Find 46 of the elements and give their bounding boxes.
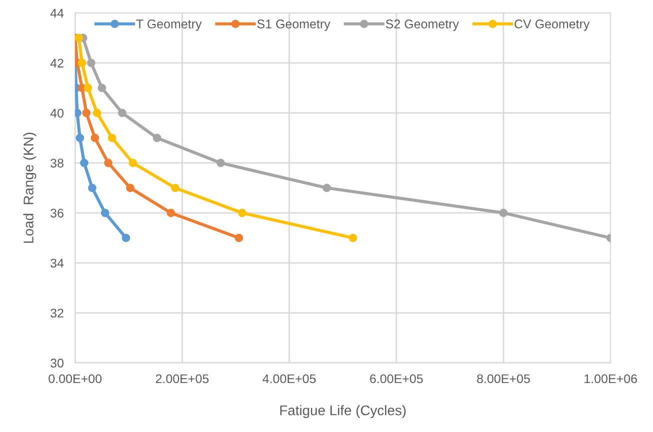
point <box>166 208 176 218</box>
point <box>499 208 508 218</box>
x-tick-label: 2.00E+05 <box>156 374 209 384</box>
y-tick-label: 40 <box>50 108 64 118</box>
point <box>92 108 102 118</box>
x-tick-label: 6.00E+05 <box>370 374 423 384</box>
point <box>108 134 116 142</box>
point <box>122 234 130 242</box>
point <box>152 134 162 142</box>
y-tick-label: 44 <box>50 8 64 18</box>
x-tick-label: 1.00E+06 <box>584 374 637 384</box>
y-tick-label: 36 <box>50 208 64 218</box>
legend-label: S1 Geometry <box>257 20 330 31</box>
y-tick-label: 30 <box>50 358 64 368</box>
point <box>171 184 180 192</box>
point <box>118 108 126 118</box>
point <box>322 184 331 192</box>
y-tick-label: 32 <box>50 308 64 318</box>
point <box>90 134 100 142</box>
point <box>216 158 225 168</box>
legend-label: S2 Geometry <box>386 20 459 31</box>
point <box>86 58 96 68</box>
point <box>78 58 86 68</box>
point <box>80 158 88 168</box>
legend-label: CV Geometry <box>514 20 590 31</box>
point <box>238 208 246 218</box>
point <box>128 158 138 168</box>
point <box>82 108 91 118</box>
point <box>348 234 358 242</box>
point <box>104 158 112 168</box>
legend-label: T Geometry <box>136 20 202 31</box>
x-tick-label: 0.00E+00 <box>48 374 102 384</box>
y-tick-label: 42 <box>50 58 64 68</box>
y-tick-label: 34 <box>50 258 64 268</box>
x-tick-label: 4.00E+05 <box>262 374 316 384</box>
point <box>234 234 244 242</box>
point <box>84 84 92 92</box>
point <box>76 134 84 142</box>
point <box>88 184 96 192</box>
x-axis-title: Fatigue Life (Cycles) <box>280 405 406 418</box>
y-tick-label: 38 <box>50 158 64 168</box>
y-axis-title: Load Range (KN) <box>23 132 36 243</box>
x-tick-label: 8.00E+05 <box>477 374 530 384</box>
point <box>98 84 106 92</box>
point <box>100 208 110 218</box>
point <box>126 184 134 192</box>
